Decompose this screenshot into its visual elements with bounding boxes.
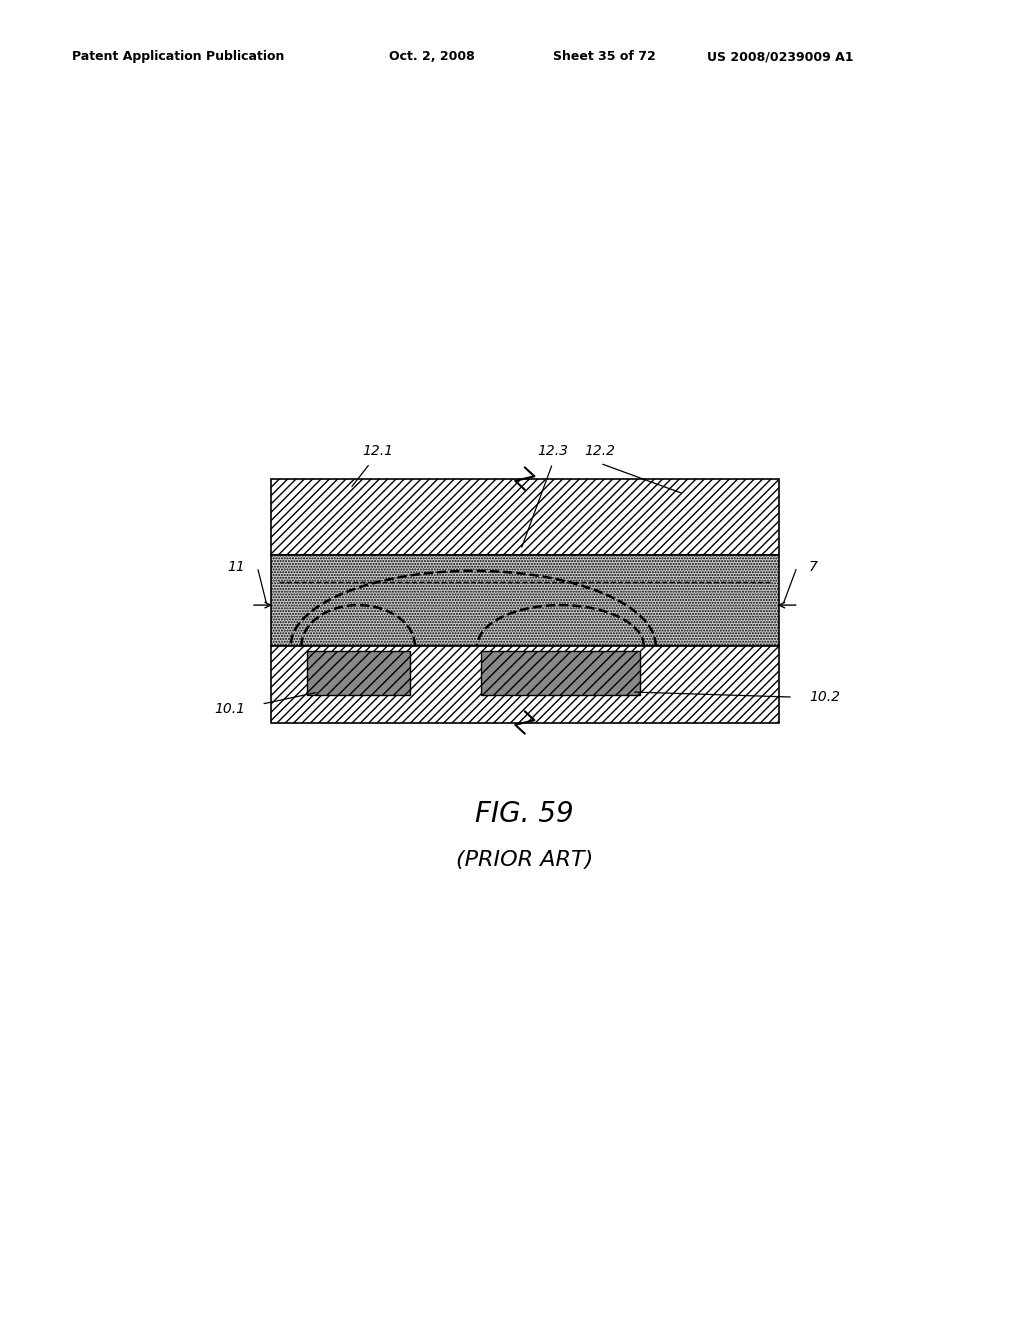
- Bar: [270, 647, 778, 722]
- Text: 12.3: 12.3: [537, 445, 568, 458]
- Bar: [270, 479, 778, 554]
- Text: Sheet 35 of 72: Sheet 35 of 72: [553, 50, 655, 63]
- Text: 10.2: 10.2: [809, 690, 840, 704]
- Bar: [306, 651, 410, 696]
- Bar: [270, 554, 778, 647]
- Text: US 2008/0239009 A1: US 2008/0239009 A1: [707, 50, 853, 63]
- Text: 12.1: 12.1: [362, 445, 393, 458]
- Text: 11: 11: [227, 560, 246, 574]
- Text: (PRIOR ART): (PRIOR ART): [456, 850, 594, 870]
- Text: Oct. 2, 2008: Oct. 2, 2008: [389, 50, 475, 63]
- Text: 10.1: 10.1: [214, 702, 246, 717]
- Text: 7: 7: [809, 560, 818, 574]
- Bar: [481, 651, 640, 696]
- Text: FIG. 59: FIG. 59: [475, 800, 574, 828]
- Text: Patent Application Publication: Patent Application Publication: [72, 50, 284, 63]
- Text: 12.2: 12.2: [585, 445, 615, 458]
